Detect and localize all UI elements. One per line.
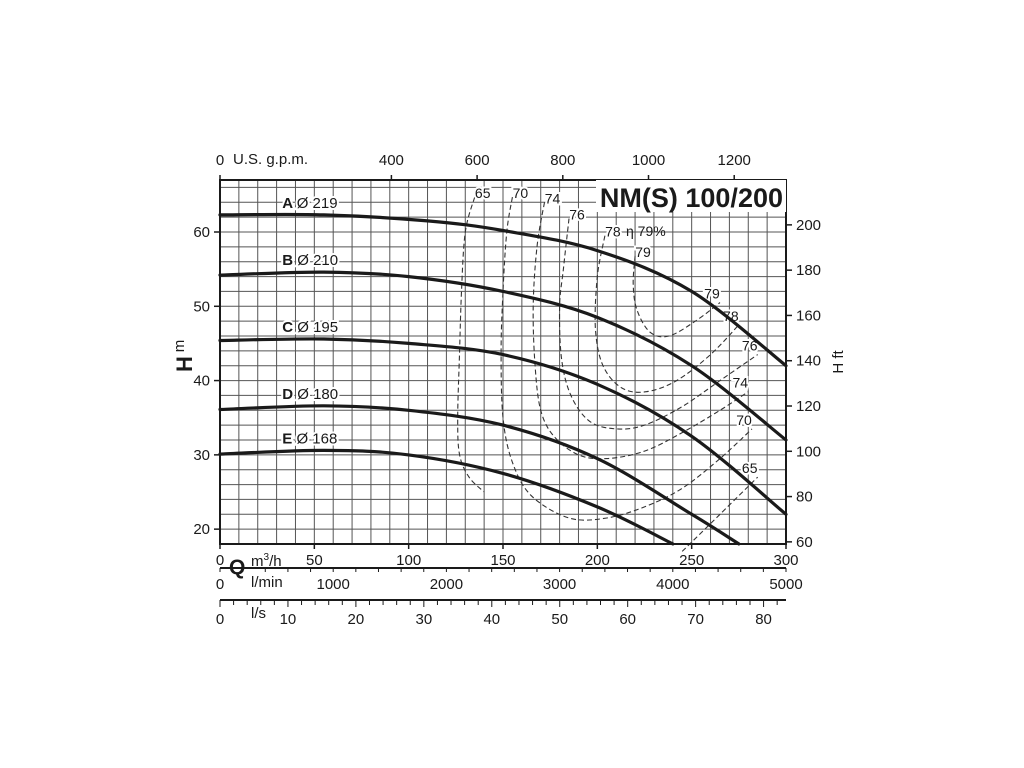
curve-diameter-C: Ø 195 xyxy=(297,319,338,336)
ls-tick-label: 50 xyxy=(551,611,568,628)
lmin-axis-label: l/min xyxy=(251,574,283,591)
efficiency-label-right-65: 65 xyxy=(742,460,758,476)
ls-axis-label: l/s xyxy=(251,605,266,622)
x-unit-sup: 3 xyxy=(264,552,270,563)
grid xyxy=(220,180,786,544)
right-tick-label: 160 xyxy=(796,307,821,324)
x-tick-label: 300 xyxy=(773,552,798,569)
efficiency-curve-76 xyxy=(558,218,759,430)
efficiency-label-right-78: 78 xyxy=(723,308,739,324)
curve-label-E: E Ø 168 xyxy=(282,430,337,447)
top-tick-label: 0 xyxy=(216,152,224,169)
lmin-tick-label: 4000 xyxy=(656,576,689,593)
left-tick-label: 50 xyxy=(193,298,210,315)
top-tick-label: 1200 xyxy=(718,152,751,169)
ls-tick-label: 0 xyxy=(216,611,224,628)
lmin-tick-label: 3000 xyxy=(543,576,576,593)
top-tick-label: 400 xyxy=(379,152,404,169)
left-tick-label: 40 xyxy=(193,373,210,390)
ls-tick-label: 80 xyxy=(755,611,772,628)
lmin-tick-label: 5000 xyxy=(769,576,802,593)
right-tick-label: 200 xyxy=(796,217,821,234)
curve-diameter-A: Ø 219 xyxy=(297,195,338,212)
lmin-tick-label: 0 xyxy=(216,576,224,593)
left-tick-label: 30 xyxy=(193,447,210,464)
ls-tick-label: 30 xyxy=(415,611,432,628)
curve-diameter-D: Ø 180 xyxy=(297,386,338,403)
top-axis-label: U.S. g.p.m. xyxy=(233,151,308,168)
x-unit-suffix: /h xyxy=(269,553,282,570)
efficiency-curve-74 xyxy=(532,202,749,460)
x-axis-label-q: Q xyxy=(229,556,245,579)
head-curve-C xyxy=(218,337,788,516)
x-axis-label-unit: m3/h xyxy=(251,552,282,570)
x-tick-label: 100 xyxy=(396,552,421,569)
ls-tick-label: 40 xyxy=(483,611,500,628)
title-background xyxy=(596,180,786,212)
right-tick-label: 100 xyxy=(796,443,821,460)
top-tick-label: 600 xyxy=(465,152,490,169)
curve-diameter-B: Ø 210 xyxy=(297,252,338,269)
efficiency-label-right-79: 79 xyxy=(704,286,720,302)
top-tick-label: 800 xyxy=(550,152,575,169)
right-tick-label: 60 xyxy=(796,534,813,551)
x-tick-label: 200 xyxy=(585,552,610,569)
right-axis-label: H ft xyxy=(830,350,847,374)
curve-letter-C: C xyxy=(282,319,297,336)
ls-tick-label: 70 xyxy=(687,611,704,628)
chart-title: NM(S) 100/200 xyxy=(600,183,783,213)
left-axis-label-unit: m xyxy=(171,340,188,353)
head-curves: A Ø 219 B Ø 210 C Ø 195 D Ø 180 E Ø 168 xyxy=(218,193,788,546)
head-curve-A xyxy=(218,212,788,368)
curve-label-D: D Ø 180 xyxy=(282,386,338,403)
right-tick-label: 80 xyxy=(796,489,813,506)
curve-letter-A: A xyxy=(282,195,296,212)
ls-tick-label: 10 xyxy=(280,611,297,628)
curve-letter-E: E xyxy=(282,430,296,447)
efficiency-label-right-70: 70 xyxy=(736,412,752,428)
lmin-tick-label: 2000 xyxy=(430,576,463,593)
efficiency-curve-70 xyxy=(500,197,753,521)
efficiency-label-right-74: 74 xyxy=(732,375,748,391)
efficiency-label-top-76: 76 xyxy=(569,207,585,223)
efficiency-label-top-79: 79 xyxy=(635,244,651,260)
efficiency-label-top-65: 65 xyxy=(475,185,491,201)
curve-letter-D: D xyxy=(282,386,297,403)
efficiency-curve-78 xyxy=(594,235,740,393)
left-axis-label-h: H xyxy=(172,356,197,372)
ls-tick-label: 60 xyxy=(619,611,636,628)
x-tick-label: 50 xyxy=(306,552,323,569)
efficiency-label-top-74: 74 xyxy=(545,190,561,206)
x-tick-label: 150 xyxy=(490,552,515,569)
curve-diameter-E: Ø 168 xyxy=(296,430,337,447)
curve-label-B: B Ø 210 xyxy=(282,252,338,269)
curve-label-A: A Ø 219 xyxy=(282,195,337,212)
x-tick-label: 250 xyxy=(679,552,704,569)
head-curve-D xyxy=(218,404,741,546)
x-unit-prefix: m xyxy=(251,553,264,570)
left-tick-label: 60 xyxy=(193,224,210,241)
top-tick-label: 1000 xyxy=(632,152,665,169)
efficiency-label-top-78: 78 xyxy=(605,224,621,240)
curve-label-C: C Ø 195 xyxy=(282,319,338,336)
right-tick-label: 140 xyxy=(796,353,821,370)
x-tick-label: 0 xyxy=(216,552,224,569)
efficiency-curve-65 xyxy=(457,196,485,493)
efficiency-curve-79 xyxy=(632,255,721,338)
head-curve-E xyxy=(218,448,675,546)
ls-tick-label: 20 xyxy=(348,611,365,628)
eta-label: η 79% xyxy=(626,223,666,239)
curve-letter-B: B xyxy=(282,252,297,269)
efficiency-label-top-70: 70 xyxy=(513,185,529,201)
right-tick-label: 180 xyxy=(796,262,821,279)
right-tick-label: 120 xyxy=(796,398,821,415)
head-curve-B xyxy=(218,270,788,442)
left-tick-label: 20 xyxy=(193,521,210,538)
lmin-tick-label: 1000 xyxy=(317,576,350,593)
